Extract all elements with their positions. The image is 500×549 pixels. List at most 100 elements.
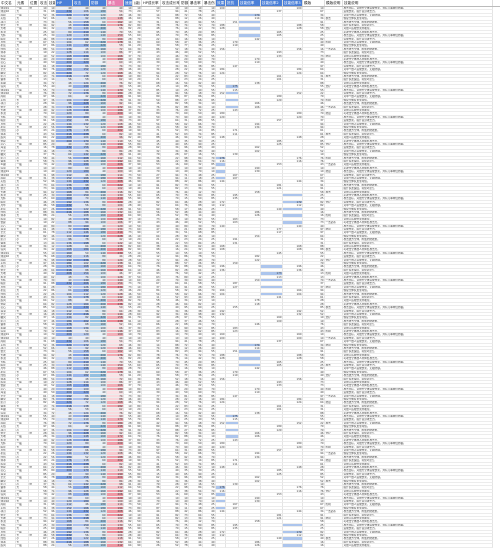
- table-row[interactable]: 水流大 25 90 80 210 140 70 55 30 95 70 45 20 85 165 25 可攻击全…: [0, 30, 500, 35]
- table-cell[interactable]: [226, 17, 239, 21]
- table-cell[interactable]: [216, 51, 226, 55]
- table-cell[interactable]: [239, 24, 261, 28]
- table-cell[interactable]: 40: [161, 61, 180, 65]
- table-cell[interactable]: 增益: [325, 54, 343, 58]
- table-cell[interactable]: [239, 27, 261, 31]
- table-cell[interactable]: 48: [142, 27, 161, 31]
- table-cell[interactable]: [325, 544, 343, 548]
- table-cell[interactable]: 10: [161, 7, 180, 11]
- table-cell[interactable]: [226, 30, 239, 35]
- table-cell[interactable]: 90: [189, 58, 203, 62]
- table-cell[interactable]: 一般: [16, 34, 29, 38]
- table-cell[interactable]: 暴击: [325, 17, 343, 21]
- table-cell[interactable]: 92: [48, 24, 56, 28]
- column-header[interactable]: HP: [56, 0, 73, 6]
- table-cell[interactable]: 40: [133, 51, 142, 55]
- table-cell[interactable]: 128: [283, 27, 303, 31]
- table-row[interactable]: 星辰大 67 86 144 182 220 58 91 20 39 58 77 96 25 119 49 恢复全…: [0, 44, 500, 48]
- table-cell[interactable]: 中: [29, 41, 39, 45]
- table-cell[interactable]: 88: [56, 27, 73, 31]
- table-cell[interactable]: 78: [142, 24, 161, 28]
- table-cell[interactable]: 57: [142, 10, 161, 14]
- table-cell[interactable]: 46: [124, 71, 133, 75]
- table-cell[interactable]: 52: [48, 54, 56, 58]
- table-cell[interactable]: 25: [303, 30, 325, 35]
- table-cell[interactable]: [325, 68, 343, 72]
- table-cell[interactable]: 40: [203, 13, 216, 18]
- table-cell[interactable]: 一般: [16, 544, 29, 548]
- table-cell[interactable]: 37: [124, 51, 133, 55]
- table-cell[interactable]: 16: [189, 68, 203, 72]
- table-cell[interactable]: [283, 58, 303, 62]
- table-cell[interactable]: 暴击: [325, 75, 343, 79]
- table-cell[interactable]: 220: [73, 61, 90, 65]
- column-header[interactable]: 技能倍率: [239, 0, 261, 6]
- table-cell[interactable]: 70: [133, 71, 142, 75]
- table-cell[interactable]: 14: [142, 13, 161, 18]
- table-cell[interactable]: [216, 30, 226, 35]
- table-cell[interactable]: 10: [189, 7, 203, 11]
- table-row[interactable]: 测试02 大 31 68 232 106 180 54 73 20 57 94 41 78 25 137 67 造…: [0, 10, 500, 14]
- table-cell[interactable]: 大: [16, 44, 29, 48]
- table-cell[interactable]: 80: [90, 37, 107, 41]
- table-cell[interactable]: [29, 78, 39, 82]
- table-cell[interactable]: [29, 27, 39, 31]
- table-cell[interactable]: 恢复全体队友生命值。: [343, 71, 493, 75]
- table-cell[interactable]: 小: [16, 20, 29, 24]
- table-cell[interactable]: 21: [142, 78, 161, 82]
- table-cell[interactable]: 83: [180, 75, 189, 79]
- table-cell[interactable]: 54: [48, 47, 56, 52]
- table-cell[interactable]: [283, 10, 303, 14]
- table-cell[interactable]: 196: [73, 37, 90, 41]
- table-cell[interactable]: 105: [261, 34, 283, 38]
- table-cell[interactable]: 161: [261, 75, 283, 79]
- table-cell[interactable]: 40: [107, 7, 124, 11]
- column-header[interactable]: 模版说明: [325, 0, 343, 6]
- table-cell[interactable]: 34: [303, 17, 325, 21]
- column-header[interactable]: 模版: [303, 0, 325, 6]
- table-cell[interactable]: 138: [73, 75, 90, 79]
- table-cell[interactable]: [226, 544, 239, 548]
- table-cell[interactable]: 85: [203, 34, 216, 38]
- table-cell[interactable]: 疾风: [0, 544, 16, 548]
- table-cell[interactable]: [216, 58, 226, 62]
- table-cell[interactable]: 56: [56, 20, 73, 24]
- table-cell[interactable]: [216, 544, 226, 548]
- table-cell[interactable]: 31: [39, 10, 48, 14]
- table-cell[interactable]: 64: [124, 544, 133, 548]
- table-cell[interactable]: 72: [107, 47, 124, 52]
- table-cell[interactable]: [29, 68, 39, 72]
- table-cell[interactable]: 54: [107, 10, 124, 14]
- table-cell[interactable]: 106: [73, 10, 90, 14]
- table-cell[interactable]: 168: [56, 54, 73, 58]
- table-cell[interactable]: 58: [107, 44, 124, 48]
- table-cell[interactable]: 对敌人造成伤害并眩晕。: [343, 544, 493, 548]
- table-cell[interactable]: 31: [142, 20, 161, 24]
- table-cell[interactable]: 62: [107, 78, 124, 82]
- table-cell[interactable]: [226, 24, 239, 28]
- table-cell[interactable]: 24: [189, 78, 203, 82]
- table-cell[interactable]: 30: [142, 61, 161, 65]
- table-cell[interactable]: 147: [226, 64, 239, 69]
- table-cell[interactable]: 小: [16, 47, 29, 52]
- table-cell[interactable]: 39: [142, 44, 161, 48]
- table-cell[interactable]: 232: [56, 10, 73, 14]
- table-cell[interactable]: 一般: [16, 27, 29, 31]
- table-cell[interactable]: [283, 51, 303, 55]
- table-cell[interactable]: 星辰: [0, 44, 16, 48]
- table-cell[interactable]: 攻击敌方全体，附加灼烧效果。: [343, 20, 493, 24]
- table-cell[interactable]: 133: [261, 54, 283, 58]
- table-cell[interactable]: 25: [203, 78, 216, 82]
- table-cell[interactable]: 58: [161, 44, 180, 48]
- table-cell[interactable]: 119: [226, 44, 239, 48]
- table-cell[interactable]: 23: [180, 78, 189, 82]
- table-cell[interactable]: [283, 544, 303, 548]
- table-cell[interactable]: [29, 81, 39, 86]
- table-cell[interactable]: 67: [39, 44, 48, 48]
- table-cell[interactable]: 圣光: [0, 68, 16, 72]
- table-cell[interactable]: 100: [90, 54, 107, 58]
- table-cell[interactable]: 184: [216, 68, 226, 72]
- table-cell[interactable]: 176: [107, 24, 124, 28]
- table-cell[interactable]: 74: [142, 17, 161, 21]
- table-cell[interactable]: 46: [124, 17, 133, 21]
